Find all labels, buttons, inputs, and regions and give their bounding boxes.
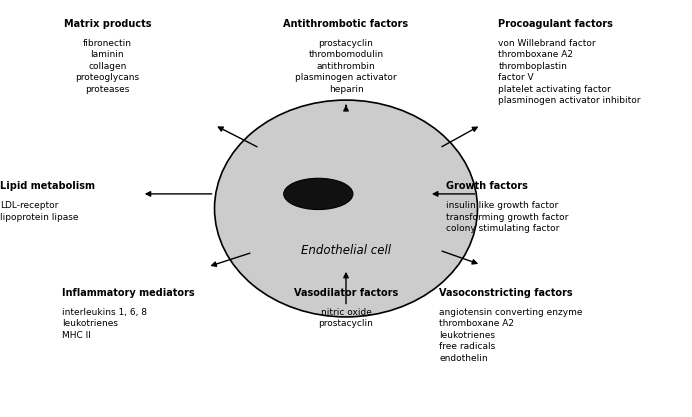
Text: Endothelial cell: Endothelial cell (301, 244, 391, 257)
Ellipse shape (215, 100, 477, 317)
Text: nitric oxide
prostacyclin: nitric oxide prostacyclin (318, 308, 374, 328)
Text: LDL-receptor
lipoprotein lipase: LDL-receptor lipoprotein lipase (0, 201, 78, 222)
Text: von Willebrand factor
thromboxane A2
thromboplastin
factor V
platelet activating: von Willebrand factor thromboxane A2 thr… (498, 39, 641, 105)
Text: Antithrombotic factors: Antithrombotic factors (284, 19, 408, 29)
Ellipse shape (284, 178, 353, 209)
Text: interleukins 1, 6, 8
leukotrienes
MHC II: interleukins 1, 6, 8 leukotrienes MHC II (62, 308, 147, 339)
Text: Procoagulant factors: Procoagulant factors (498, 19, 613, 29)
Text: Vasodilator factors: Vasodilator factors (294, 288, 398, 298)
Text: fibronectin
laminin
collagen
proteoglycans
proteases: fibronectin laminin collagen proteoglyca… (75, 39, 139, 93)
Text: angiotensin converting enzyme
thromboxane A2
leukotrienes
free radicals
endothel: angiotensin converting enzyme thromboxan… (439, 308, 583, 362)
Text: Growth factors: Growth factors (446, 181, 528, 191)
Text: Vasoconstricting factors: Vasoconstricting factors (439, 288, 573, 298)
Text: Lipid metabolism: Lipid metabolism (0, 181, 95, 191)
Text: insulin like growth factor
transforming growth factor
colony stimulating factor: insulin like growth factor transforming … (446, 201, 569, 233)
Text: Inflammatory mediators: Inflammatory mediators (62, 288, 195, 298)
Text: Matrix products: Matrix products (64, 19, 151, 29)
Text: prostacyclin
thrombomodulin
antithrombin
plasminogen activator
heparin: prostacyclin thrombomodulin antithrombin… (295, 39, 397, 93)
